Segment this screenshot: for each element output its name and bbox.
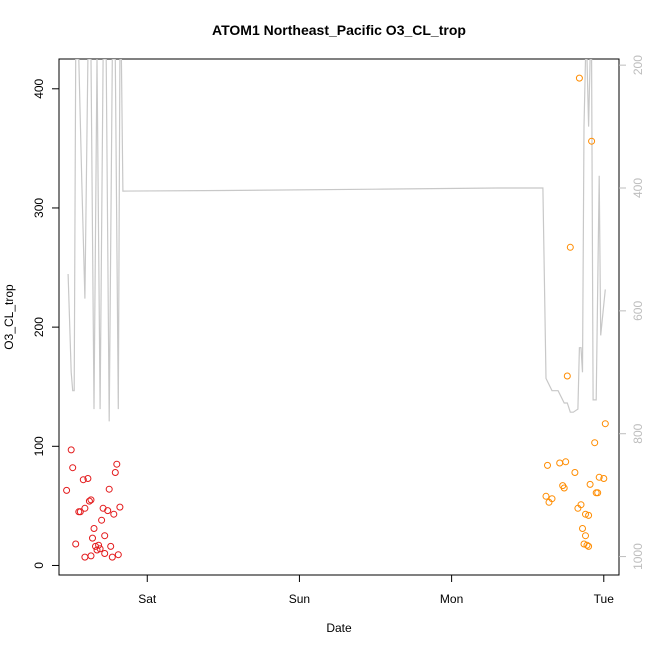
x-axis-label: Date: [326, 621, 352, 635]
right-y-tick-label: 400: [631, 178, 645, 198]
data-point: [586, 480, 594, 488]
data-point: [571, 469, 579, 476]
data-point: [101, 532, 109, 540]
data-point: [72, 540, 80, 548]
data-point: [87, 552, 95, 560]
right-y-tick-label: 200: [631, 55, 645, 75]
points-layer: [63, 74, 609, 561]
data-point: [93, 546, 101, 554]
data-point: [113, 460, 121, 468]
data-point: [81, 553, 89, 561]
right-y-axis: 200 400 600 800 1000: [619, 55, 645, 570]
data-point: [108, 553, 116, 561]
x-tick-label: Mon: [440, 592, 463, 606]
data-point: [577, 501, 585, 509]
chart-title: ATOM1 Northeast_Pacific O3_CL_trop: [212, 22, 466, 38]
data-point: [79, 476, 87, 484]
y-tick-label: 300: [32, 198, 46, 218]
data-point: [556, 459, 564, 467]
series-1: [63, 446, 124, 561]
y-tick-label: 100: [32, 436, 46, 456]
plot-frame: [58, 58, 620, 576]
data-point: [85, 497, 93, 505]
data-point: [582, 510, 589, 518]
data-point: [110, 510, 118, 518]
data-point: [562, 458, 570, 466]
y-tick-label: 400: [32, 78, 46, 98]
data-point: [566, 243, 574, 251]
data-point: [575, 74, 583, 82]
data-point: [114, 551, 122, 559]
right-y-tick-label: 1000: [631, 543, 645, 570]
x-tick-label: Sat: [138, 592, 157, 606]
data-point: [95, 541, 103, 549]
data-point: [544, 461, 551, 469]
data-point: [585, 511, 593, 519]
right-y-tick-label: 600: [631, 301, 645, 321]
data-point: [90, 525, 98, 532]
x-tick-label: Tue: [594, 592, 615, 606]
data-point: [101, 550, 109, 557]
data-point: [107, 542, 115, 550]
pressure-line: [67, 59, 606, 422]
data-point: [96, 545, 104, 553]
data-point: [548, 495, 556, 503]
data-point: [560, 484, 568, 492]
data-point: [579, 525, 586, 532]
data-point: [601, 420, 609, 428]
data-point: [105, 485, 113, 493]
data-point: [585, 542, 593, 550]
data-point: [104, 507, 112, 515]
data-point: [69, 464, 77, 472]
data-point: [600, 475, 608, 482]
x-tick-label: Sun: [289, 592, 310, 606]
x-axis: Sat Sun Mon Tue: [138, 575, 614, 606]
data-point: [67, 446, 75, 454]
y-axis: 0 100 200 300 400: [32, 78, 59, 569]
y-axis-label: O3_CL_trop: [2, 284, 16, 350]
series-2: [542, 74, 609, 550]
data-point: [111, 469, 119, 476]
data-point: [76, 508, 84, 516]
right-y-tick-label: 800: [631, 423, 645, 443]
data-point: [81, 504, 89, 512]
data-point: [594, 489, 602, 497]
pressure-layer: [67, 59, 606, 422]
data-point: [583, 541, 591, 549]
data-point: [542, 492, 550, 500]
data-point: [84, 475, 92, 482]
data-point: [98, 516, 106, 524]
data-point: [588, 137, 596, 145]
data-point: [63, 486, 71, 494]
data-point: [595, 473, 603, 481]
data-point: [582, 532, 589, 540]
data-point: [87, 496, 95, 504]
data-point: [89, 534, 96, 542]
y-tick-label: 200: [32, 317, 46, 337]
y-tick-label: 0: [32, 562, 46, 569]
data-point: [563, 372, 571, 380]
data-point: [116, 503, 124, 511]
data-point: [591, 439, 599, 447]
